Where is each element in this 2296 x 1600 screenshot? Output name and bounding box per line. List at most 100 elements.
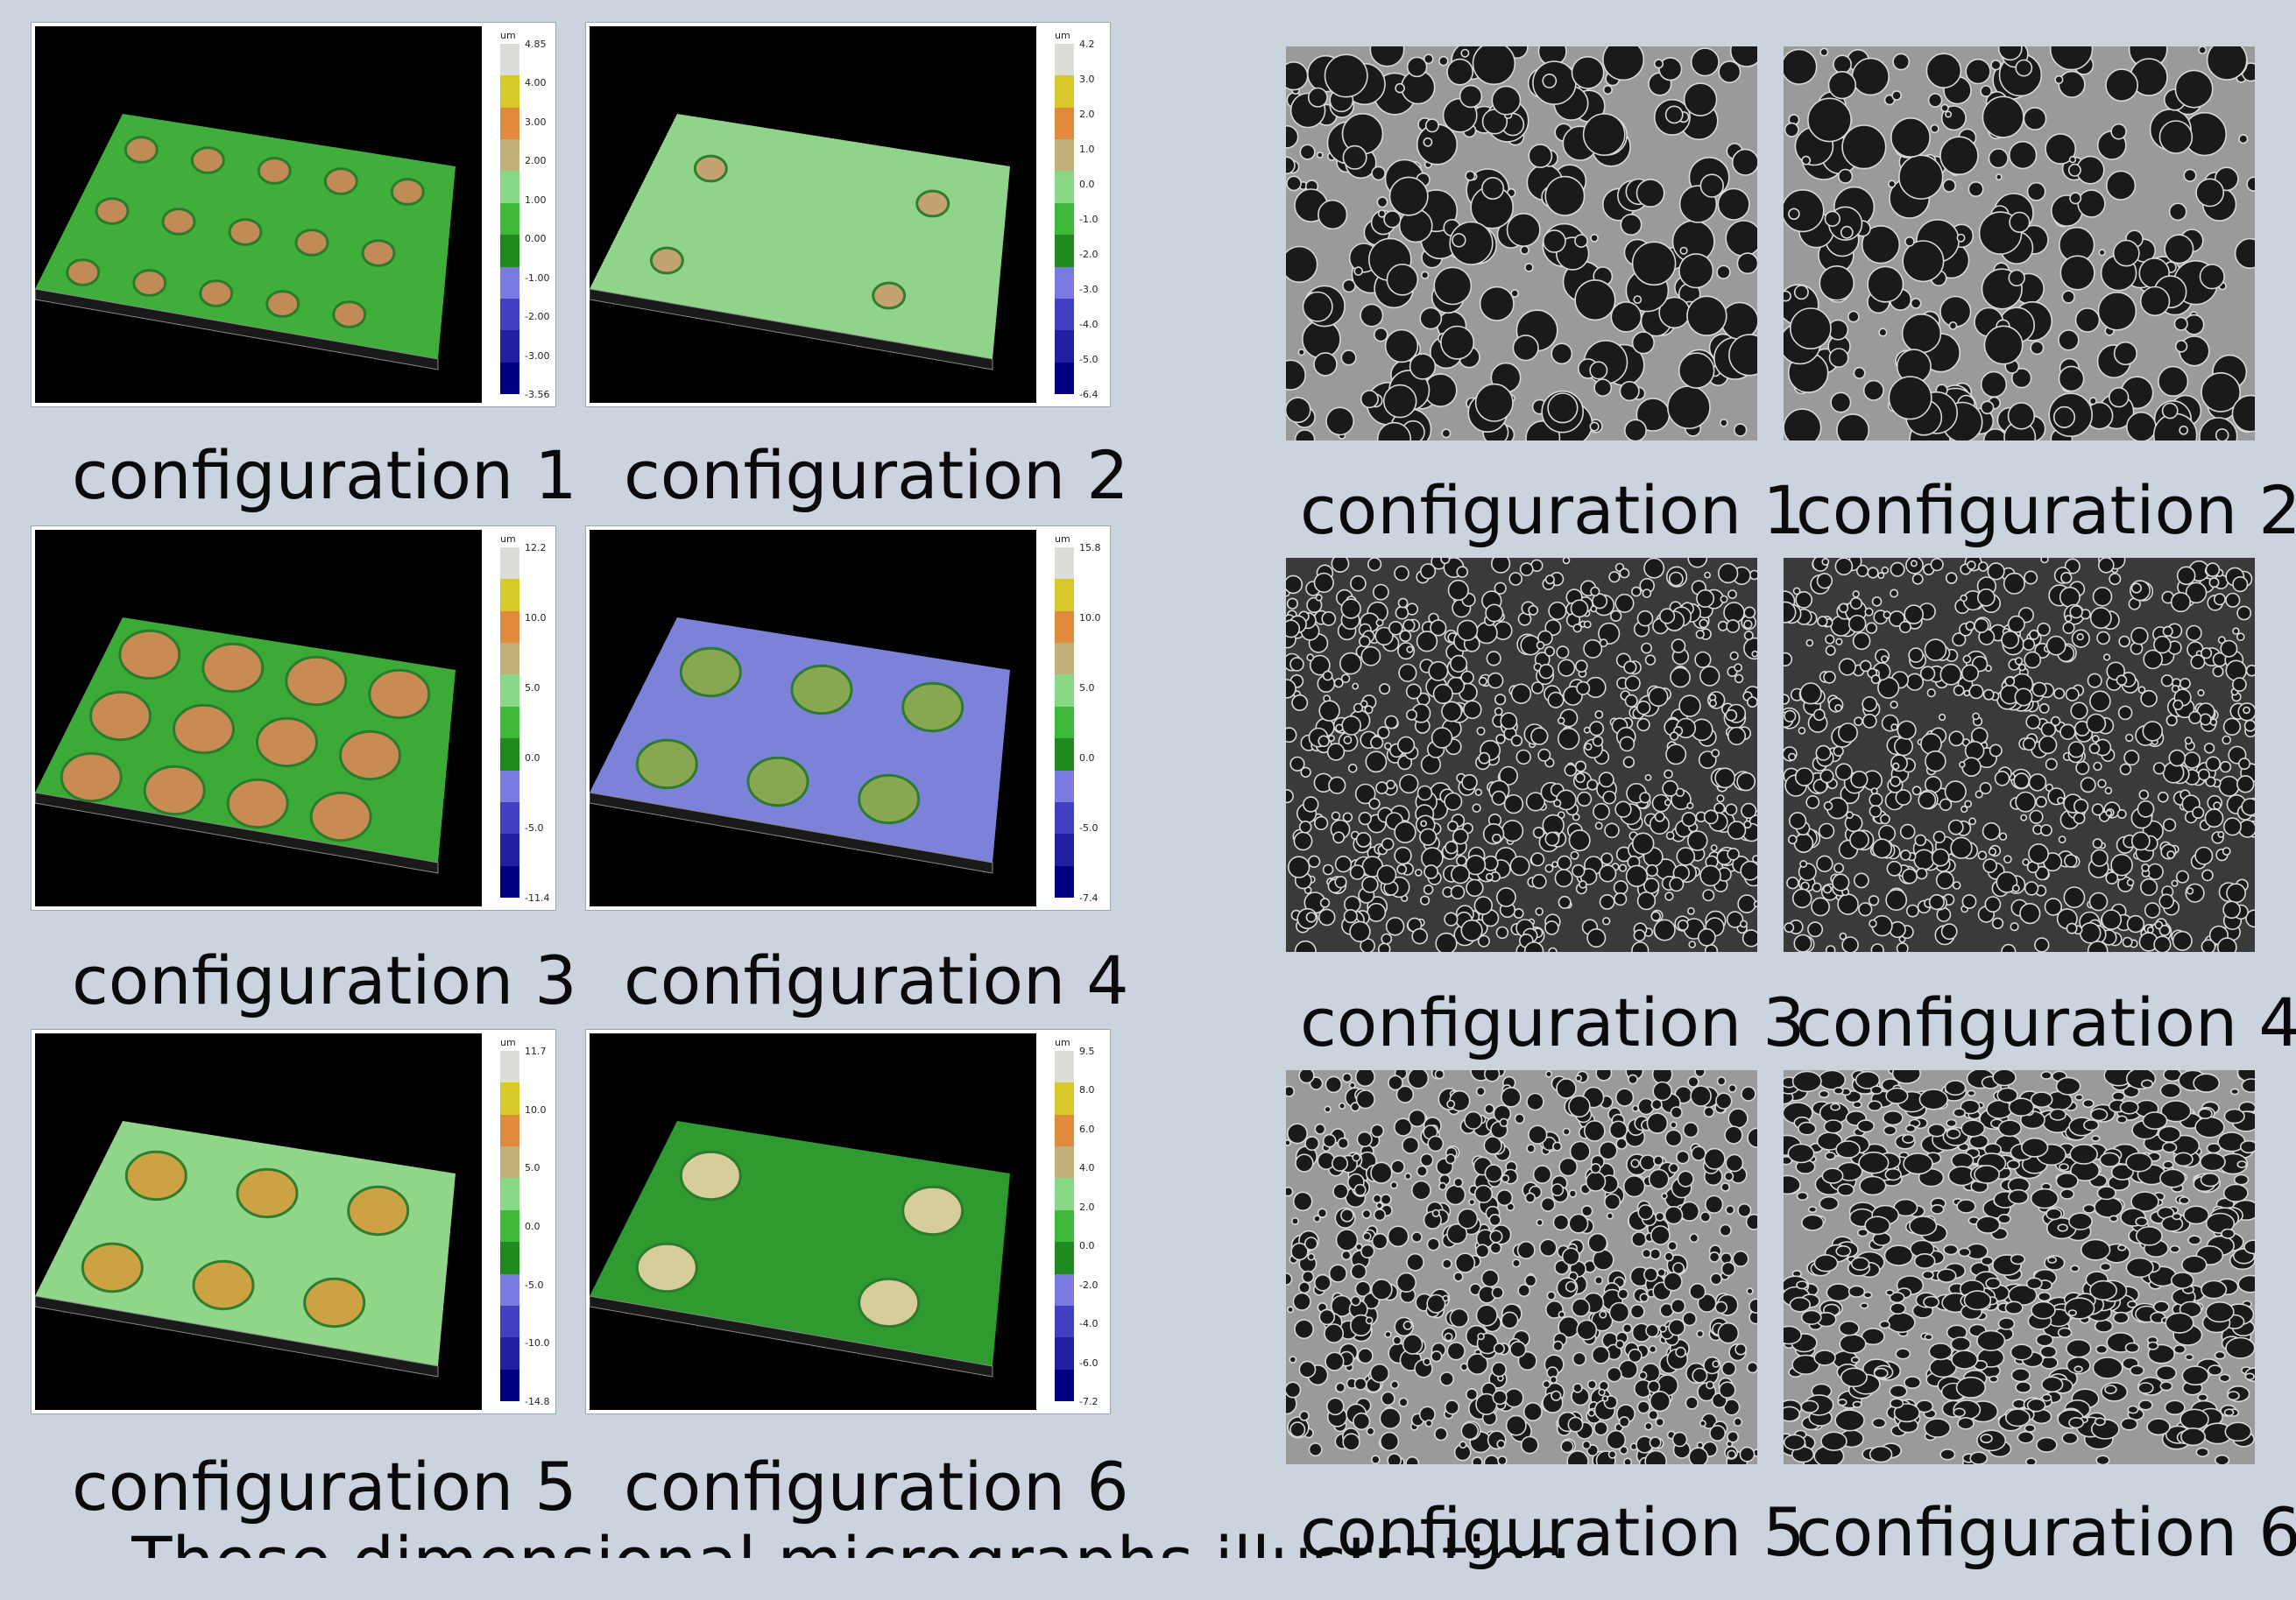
colorbar-segment (1055, 801, 1074, 835)
colorbar-segment (1055, 1178, 1074, 1210)
surface-plot-5: um 11.7 10.0 5.0 0.0 -5.0 -10.0 -14.8 (31, 1029, 556, 1414)
right-caption-1: configuration 1 (1300, 471, 1805, 549)
colorbar-segment (1055, 1146, 1074, 1179)
colorbar-tick-label: 12.2 (525, 542, 547, 553)
colorbar-segment (1055, 235, 1074, 267)
colorbar-segment (1055, 865, 1074, 898)
colorbar-segment (1055, 738, 1074, 771)
colorbar-tick-label: 3.0 (1079, 74, 1095, 85)
colorbar-segment (1055, 1114, 1074, 1147)
colorbar-tick-label: 4.00 (525, 77, 547, 89)
colorbar-segment (500, 1273, 519, 1306)
colorbar-segment (500, 171, 519, 203)
colorbar-segment (500, 1082, 519, 1115)
colorbar-segment (500, 801, 519, 835)
colorbar-segment (500, 865, 519, 898)
colorbar-segment (1055, 1369, 1074, 1401)
colorbar-segment (1055, 298, 1074, 331)
colorbar-tick-label: 4.2 (1079, 39, 1095, 50)
colorbar-segment (500, 107, 519, 140)
colorbar-segment (1055, 171, 1074, 203)
colorbar-unit: um (1055, 1037, 1070, 1048)
colorbar-segment (1055, 107, 1074, 140)
micrograph-6 (1784, 1070, 2255, 1464)
left-caption-1: configuration 1 (72, 436, 577, 514)
colorbar-segment (1055, 674, 1074, 707)
colorbar-tick-label: -6.4 (1079, 389, 1099, 400)
micrograph-2 (1784, 46, 2255, 441)
colorbar-tick-label: 10.0 (525, 612, 547, 624)
colorbar-segment (500, 202, 519, 236)
colorbar-segment (1055, 547, 1074, 580)
colorbar-segment (500, 235, 519, 267)
colorbar-segment (500, 610, 519, 644)
colorbar: um 4.85 4.00 3.00 2.00 1.00 0.00 -1.00 -2.00 -3.0… (500, 30, 553, 400)
colorbar-tick-label: 0.0 (525, 752, 540, 764)
colorbar-tick-label: 1.00 (525, 194, 547, 206)
right-caption-5: configuration 5 (1300, 1493, 1805, 1571)
colorbar-tick-label: -2.0 (1079, 249, 1099, 260)
colorbar-tick-label: -5.0 (525, 822, 544, 834)
body-text-line: These dimensional micrographs illustrati… (131, 1522, 1571, 1600)
colorbar-segment (500, 1337, 519, 1370)
colorbar-unit: um (500, 30, 516, 41)
micrograph-5 (1286, 1070, 1757, 1464)
surface-plot-6: um 9.5 8.0 6.0 4.0 2.0 0.0 -2.0 -4.0 -6.0 -7.2 (585, 1029, 1111, 1414)
colorbar-tick-label: 2.0 (1079, 1201, 1095, 1213)
colorbar-tick-label: 0.0 (1079, 179, 1095, 190)
colorbar-segment (500, 1114, 519, 1147)
colorbar-tick-label: -1.00 (525, 271, 550, 284)
colorbar-tick-label: -5.0 (1079, 354, 1099, 365)
colorbar: um 12.2 10.0 5.0 0.0 -5.0 -11.4 (500, 533, 553, 904)
surface-plot-3: um 12.2 10.0 5.0 0.0 -5.0 -11.4 (31, 525, 556, 911)
colorbar-segment (1055, 770, 1074, 802)
colorbar-segment (500, 1051, 519, 1083)
colorbar-segment (1055, 1051, 1074, 1083)
colorbar-tick-label: 9.5 (1079, 1046, 1095, 1057)
colorbar-tick-label: -5.0 (525, 1279, 544, 1291)
right-caption-3: configuration 3 (1300, 983, 1805, 1061)
surface-plot-2: um 4.2 3.0 2.0 1.0 0.0 -1.0 -2.0 -3.0 -4.0 -5.0 -6.… (585, 22, 1111, 407)
colorbar-segment (500, 579, 519, 611)
colorbar-segment (500, 547, 519, 580)
colorbar-tick-label: -7.2 (1079, 1396, 1099, 1407)
colorbar-tick-label: -2.00 (525, 311, 550, 323)
colorbar-unit: um (1055, 533, 1070, 545)
colorbar-segment (500, 706, 519, 739)
colorbar-segment (1055, 1209, 1074, 1243)
colorbar-tick-label: -7.4 (1079, 892, 1099, 904)
colorbar-segment (1055, 266, 1074, 299)
colorbar-segment (500, 770, 519, 802)
colorbar-tick-label: -6.0 (1079, 1357, 1099, 1369)
colorbar: um 11.7 10.0 5.0 0.0 -5.0 -10.0 -14.8 (500, 1037, 553, 1407)
colorbar-segment (500, 139, 519, 172)
colorbar-segment (500, 330, 519, 363)
colorbar-segment (500, 674, 519, 707)
colorbar-segment (1055, 44, 1074, 76)
colorbar-tick-label: -5.0 (1079, 822, 1099, 834)
colorbar-tick-label: -1.0 (1079, 214, 1099, 225)
left-caption-5: configuration 5 (72, 1448, 577, 1526)
colorbar-segment (1055, 139, 1074, 172)
left-caption-4: configuration 4 (624, 941, 1129, 1019)
colorbar-tick-label: 5.0 (525, 1162, 540, 1174)
micrograph-4 (1784, 558, 2255, 952)
colorbar-tick-label: 4.0 (1079, 1162, 1095, 1174)
colorbar-tick-label: 0.00 (525, 233, 547, 245)
colorbar-tick-label: 5.0 (1079, 682, 1095, 694)
colorbar-tick-label: 1.0 (1079, 144, 1095, 155)
colorbar-segment (500, 834, 519, 866)
colorbar-tick-label: 11.7 (525, 1046, 547, 1057)
surface-render (590, 530, 1036, 906)
colorbar-unit: um (500, 1037, 516, 1048)
surface-render (35, 530, 482, 906)
colorbar-segment (1055, 330, 1074, 363)
colorbar-segment (1055, 610, 1074, 644)
colorbar-tick-label: 0.0 (525, 1221, 540, 1232)
right-caption-6: configuration 6 (1796, 1493, 2296, 1571)
colorbar-segment (1055, 706, 1074, 739)
colorbar: um 9.5 8.0 6.0 4.0 2.0 0.0 -2.0 -4.0 -6.0 -7.2 (1055, 1037, 1107, 1407)
colorbar-tick-label: 0.0 (1079, 752, 1095, 764)
colorbar-segment (500, 1178, 519, 1210)
colorbar-tick-label: -4.0 (1079, 319, 1099, 330)
